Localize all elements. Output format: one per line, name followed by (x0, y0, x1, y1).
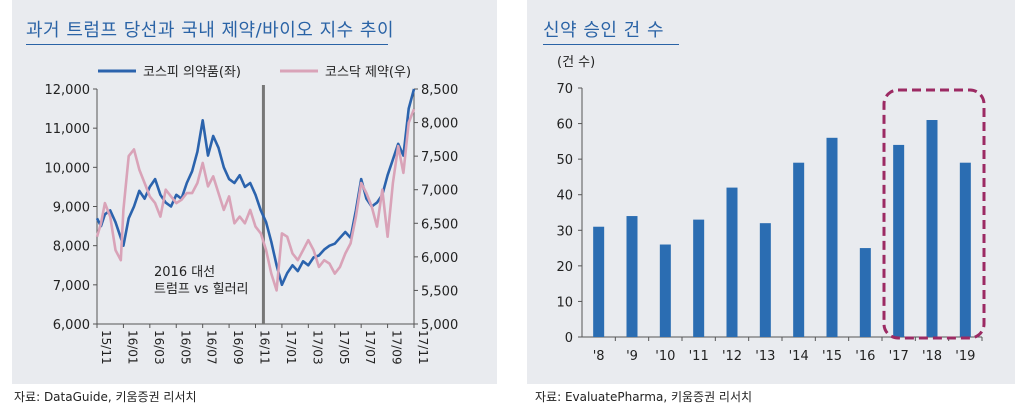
left-source-note: 자료: DataGuide, 키움증권 리서치 (14, 390, 197, 404)
bar-17 (893, 144, 905, 337)
x-tick-label: 17/07 (363, 330, 377, 365)
kospi-pharma-series-line (95, 88, 416, 287)
x-tick-label: '19 (955, 349, 975, 364)
left-y-tick-label: 11,000 (45, 122, 91, 137)
y-tick-label: 70 (556, 82, 573, 97)
x-tick-label: 16/11 (258, 330, 272, 365)
x-tick-label: 17/01 (284, 330, 298, 365)
right-y-tick-label: 8,000 (421, 117, 458, 132)
left-y-tick-label: 9,000 (53, 201, 90, 216)
left-y-tick-label: 8,000 (53, 240, 90, 255)
y-tick-label: 40 (556, 189, 573, 204)
x-tick-label: 17/05 (337, 330, 351, 365)
y-tick-label: 20 (556, 260, 573, 275)
right-y-tick-label: 6,500 (421, 217, 458, 232)
right-y-tick-label: 7,500 (421, 150, 458, 165)
x-tick-label: 17/11 (416, 330, 430, 365)
annotation-line1: 2016 대선 (154, 265, 215, 280)
left-y-tick-label: 7,000 (53, 279, 90, 294)
y-tick-label: 10 (556, 295, 573, 310)
bar-14 (793, 162, 805, 337)
x-tick-label: '9 (626, 349, 638, 364)
x-tick-label: '16 (855, 349, 875, 364)
bar-19 (959, 162, 971, 337)
x-tick-label: 16/07 (205, 330, 219, 365)
bar-12 (726, 187, 738, 337)
right-y-tick-label: 7,000 (421, 184, 458, 199)
y-tick-label: 50 (556, 153, 573, 168)
x-tick-label: '10 (655, 349, 675, 364)
line-chart: 6,000 7,000 8,000 9,000 10,000 11,000 12,000 5,… (45, 65, 459, 365)
bar-8 (593, 226, 605, 337)
left-y-tick-label: 10,000 (45, 161, 91, 176)
right-title-underline (543, 44, 679, 45)
legend-kospi-label: 코스피 의약품(좌) (143, 65, 241, 80)
annotation-line2: 트럼프 vs 힐러리 (154, 282, 249, 297)
x-tick-label: 16/05 (178, 330, 192, 365)
x-tick-label: '15 (822, 349, 842, 364)
highlight-box-2017-2019 (882, 88, 986, 340)
right-y-tick-label: 5,000 (421, 318, 458, 333)
right-chart-panel: 신약 승인 건 수 (건 수) 0 10 20 30 40 50 60 70 '8 '9 '10 '11… (527, 0, 1015, 384)
left-y-tick-label: 6,000 (53, 318, 90, 333)
right-y-tick-label: 5,500 (421, 284, 458, 299)
bar-15 (826, 137, 838, 337)
x-tick-label: '18 (922, 349, 942, 364)
left-y-tick-label: 12,000 (45, 83, 91, 98)
x-tick-label: '13 (755, 349, 775, 364)
x-tick-label: '11 (689, 349, 709, 364)
legend-kosdaq-label: 코스닥 제약(우) (325, 65, 411, 80)
x-tick-label: 17/09 (390, 330, 404, 365)
x-tick-label: '14 (789, 349, 809, 364)
bar-9 (626, 216, 638, 337)
x-tick-label: 16/09 (231, 330, 245, 365)
left-title-underline (26, 44, 388, 45)
y-tick-label: 60 (556, 118, 573, 133)
left-chart-panel: 과거 트럼프 당선과 국내 제약/바이오 지수 추이 6,000 7,000 8,0… (12, 0, 497, 384)
x-tick-label: '12 (722, 349, 742, 364)
y-tick-label: 0 (565, 331, 573, 346)
x-tick-label: 16/01 (125, 330, 139, 365)
x-tick-label: 17/03 (310, 330, 324, 365)
x-tick-label: '17 (889, 349, 909, 364)
left-chart-title: 과거 트럼프 당선과 국내 제약/바이오 지수 추이 (26, 20, 395, 41)
y-unit-label: (건 수) (557, 55, 595, 70)
bar-chart: (건 수) 0 10 20 30 40 50 60 70 '8 '9 '10 '11 '12 '13 '14 '… (556, 55, 986, 364)
bar-13 (759, 223, 771, 337)
right-y-tick-label: 8,500 (421, 83, 458, 98)
right-source-note: 자료: EvaluatePharma, 키움증권 리서치 (535, 390, 753, 404)
bar-18 (926, 120, 938, 337)
x-tick-label: 15/11 (99, 330, 113, 365)
kosdaq-pharma-series-line (95, 108, 416, 292)
right-y-tick-label: 6,000 (421, 251, 458, 266)
bar-16 (859, 248, 871, 337)
right-chart-title: 신약 승인 건 수 (543, 20, 665, 41)
bar-10 (659, 244, 671, 337)
bar-11 (693, 219, 705, 337)
x-tick-label: 16/03 (152, 330, 166, 365)
x-tick-label: '8 (593, 349, 605, 364)
y-tick-label: 30 (556, 224, 573, 239)
